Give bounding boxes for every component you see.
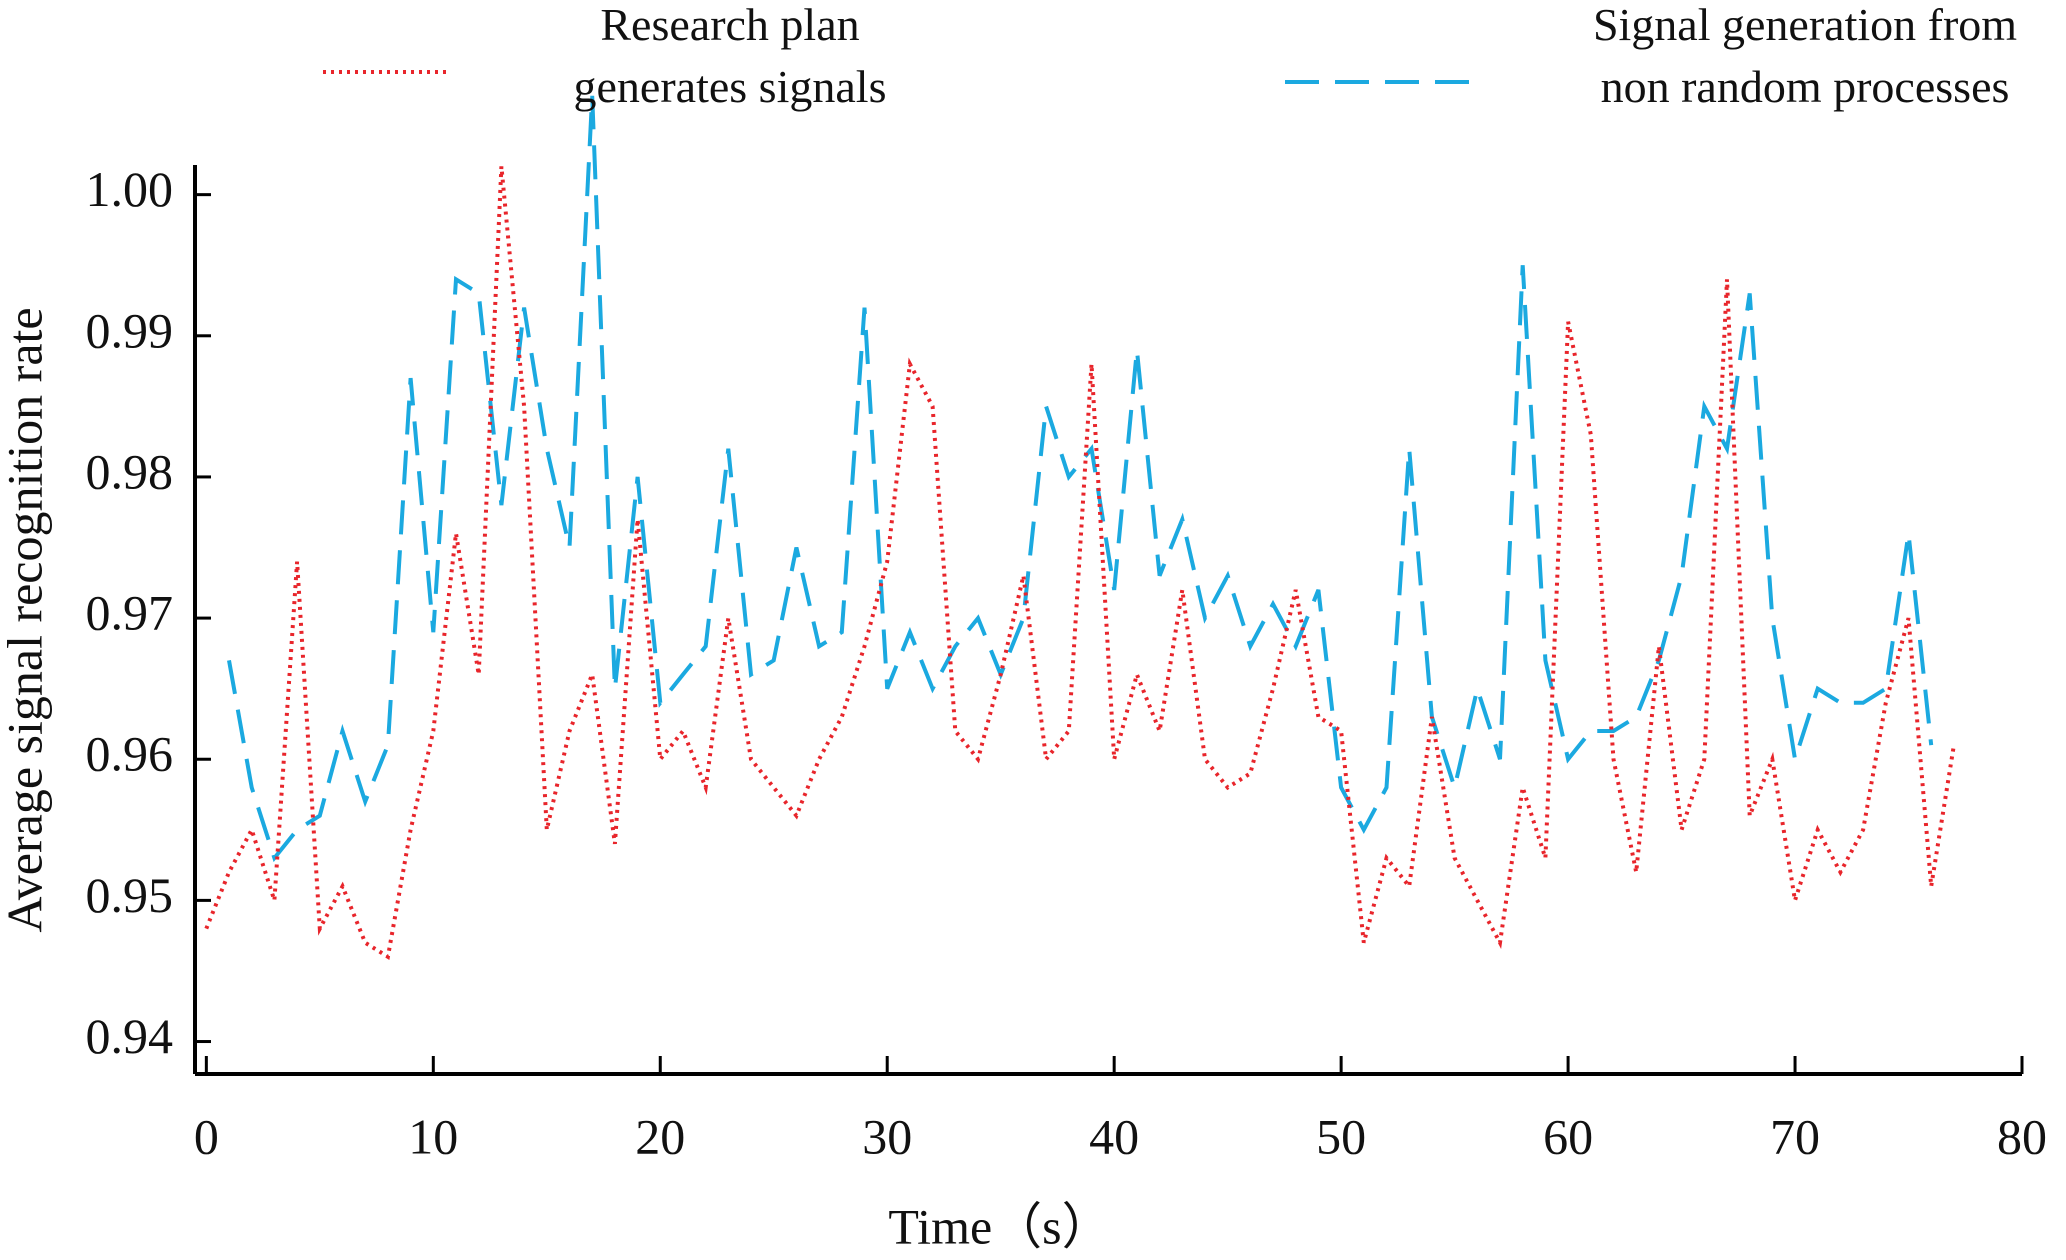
- legend-label: Research plan generates signals: [573, 0, 887, 112]
- x-tick-label: 60: [1543, 1108, 1593, 1164]
- x-tick-label: 0: [194, 1108, 219, 1164]
- series-line: [227, 95, 1934, 863]
- x-tick-label: 20: [635, 1108, 685, 1164]
- y-axis-label: Average signal recognition rate: [0, 307, 52, 932]
- y-tick-label: 0.99: [86, 302, 174, 358]
- y-tick-label: 0.94: [86, 1008, 174, 1064]
- legend-label: Signal generation from non random proces…: [1592, 0, 2018, 112]
- x-tick-label: 40: [1089, 1108, 1139, 1164]
- x-tick-label: 80: [1997, 1108, 2047, 1164]
- x-axis-label: Time（s）: [888, 1198, 1111, 1254]
- x-tick-label: 10: [408, 1108, 458, 1164]
- y-tick-label: 0.95: [86, 867, 174, 923]
- y-tick-label: 0.98: [86, 443, 174, 499]
- x-tick-label: 30: [862, 1108, 912, 1164]
- x-tick-label: 70: [1770, 1108, 1820, 1164]
- x-tick-label: 50: [1316, 1108, 1366, 1164]
- y-tick-label: 0.97: [86, 585, 174, 641]
- y-tick-label: 0.96: [86, 726, 174, 782]
- y-tick-label: 1.00: [86, 161, 174, 217]
